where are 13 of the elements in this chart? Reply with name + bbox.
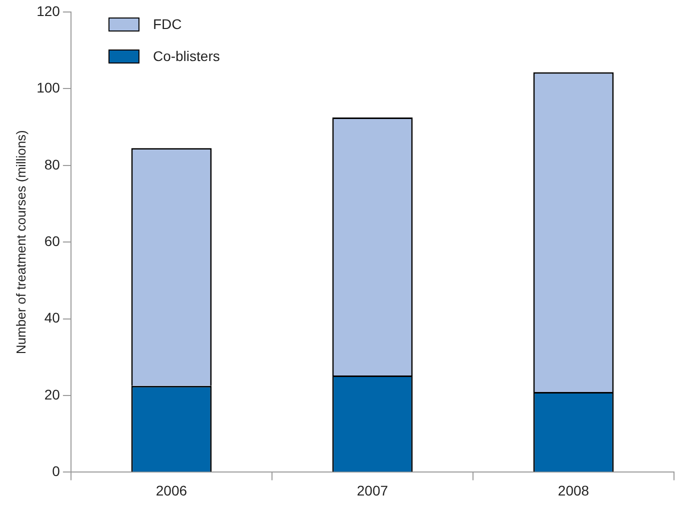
y-tick-label: 0 (52, 463, 60, 480)
y-axis-title: Number of treatment courses (millions) (13, 130, 28, 354)
x-tick-label: 2006 (156, 482, 188, 498)
y-tick-label: 80 (44, 156, 60, 172)
x-tick-label: 2008 (558, 482, 590, 498)
y-tick-label: 100 (36, 80, 60, 96)
x-tick-label: 2007 (356, 482, 388, 498)
y-tick-label: 20 (44, 386, 60, 402)
y-tick-label: 120 (36, 2, 60, 19)
y-tick-label: 60 (44, 232, 60, 249)
legend-label: Co-blisters (152, 48, 220, 64)
legend-label: FDC (152, 16, 182, 32)
y-tick-label: 40 (44, 310, 60, 326)
